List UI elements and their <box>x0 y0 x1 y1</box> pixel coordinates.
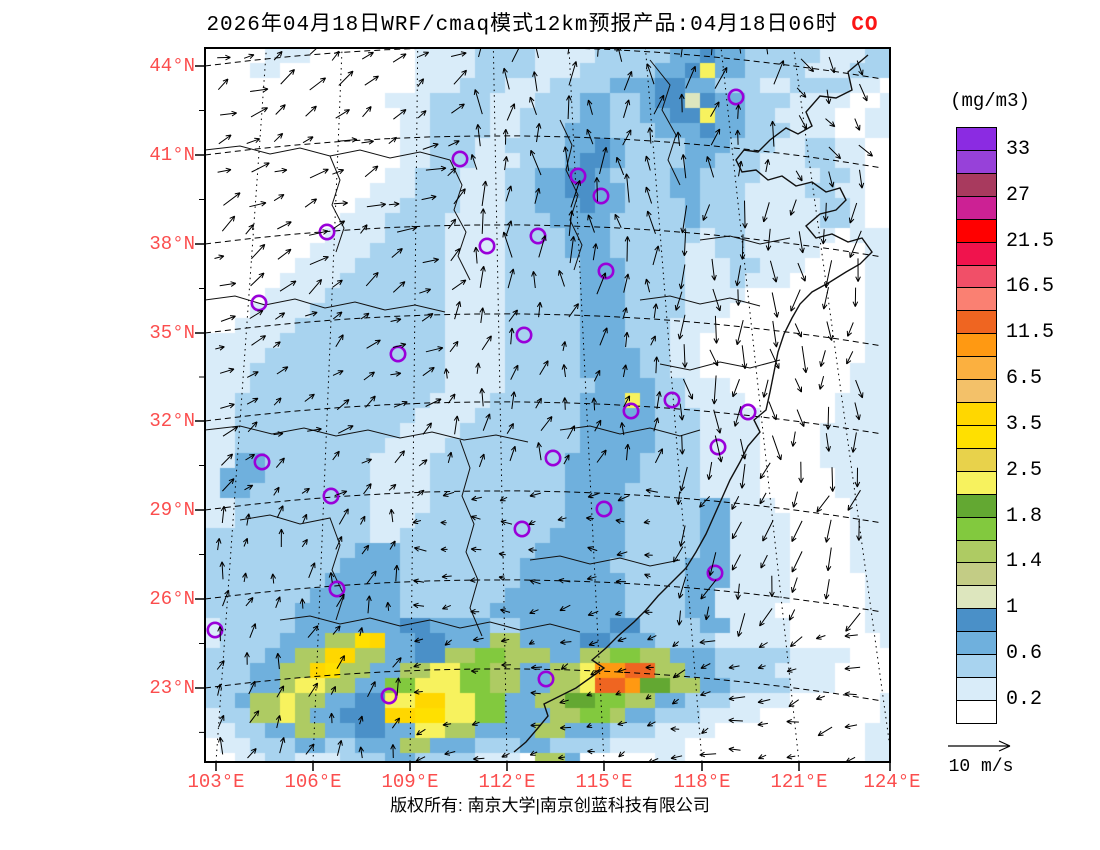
legend-box <box>956 310 997 335</box>
lon-label: 103°E <box>187 771 245 793</box>
lon-label: 106°E <box>284 771 342 793</box>
lat-label: 32°N <box>149 410 195 432</box>
copyright-text: 版权所有: 南京大学|南京创蓝科技有限公司 <box>390 796 710 815</box>
forecast-title-text: 2026年04月18日WRF/cmaq模式12km预报产品:04月18日06时 <box>206 14 838 37</box>
legend-box <box>956 516 997 541</box>
legend-box <box>956 424 997 449</box>
legend-box <box>956 654 997 679</box>
legend-value: 3.5 <box>1006 412 1043 436</box>
legend-value: 21.5 <box>1006 229 1055 253</box>
legend-box <box>956 241 997 266</box>
legend-box <box>956 700 997 724</box>
legend-value: 6.5 <box>1006 367 1043 391</box>
wind-scale-label: 10 m/s <box>948 757 1014 777</box>
legend-box <box>956 608 997 633</box>
legend-box <box>956 493 997 518</box>
legend-value: 1 <box>1006 596 1019 620</box>
legend-box <box>956 172 997 197</box>
legend-box <box>956 287 997 312</box>
species-label: CO <box>851 14 879 37</box>
lat-label: 26°N <box>149 588 195 610</box>
legend-box <box>956 562 997 587</box>
legend-value: 2.5 <box>1006 458 1043 482</box>
wind-scale-arrow <box>948 740 1011 752</box>
lon-label: 115°E <box>575 771 633 793</box>
legend-value: 0.6 <box>1006 642 1043 666</box>
lat-label: 29°N <box>149 499 195 521</box>
co-field-canvas <box>205 48 890 762</box>
legend-box <box>956 677 997 701</box>
lat-label: 41°N <box>149 144 195 166</box>
map-area <box>205 48 890 762</box>
legend-box <box>956 631 997 656</box>
lat-label: 44°N <box>149 55 195 77</box>
legend-box <box>956 356 997 381</box>
legend-box <box>956 402 997 426</box>
legend-box <box>956 195 997 220</box>
lon-label: 109°E <box>381 771 439 793</box>
legend-box <box>956 585 997 610</box>
legend-value: 11.5 <box>1006 321 1055 345</box>
page-title: 2026年04月18日WRF/cmaq模式12km预报产品:04月18日06时 … <box>0 7 1085 37</box>
lat-label: 38°N <box>149 233 195 255</box>
lon-label: 121°E <box>770 771 828 793</box>
lon-label: 112°E <box>478 771 536 793</box>
legend-box <box>956 447 997 472</box>
legend-value: 1.8 <box>1006 504 1043 528</box>
legend-value: 33 <box>1006 137 1031 161</box>
legend-box <box>956 218 997 243</box>
legend-box <box>956 149 997 174</box>
legend-box <box>956 379 997 404</box>
legend-value: 16.5 <box>1006 275 1055 299</box>
legend-box <box>956 333 997 358</box>
legend-box <box>956 539 997 564</box>
legend-title: (mg/m3) <box>950 90 1030 112</box>
lat-label: 35°N <box>149 322 195 344</box>
lon-label: 118°E <box>673 771 731 793</box>
legend-box <box>956 264 997 289</box>
legend-box <box>956 470 997 495</box>
lon-label: 124°E <box>863 771 921 793</box>
legend-value: 0.2 <box>1006 688 1043 711</box>
legend-value: 1.4 <box>1006 550 1043 574</box>
lat-label: 23°N <box>149 677 195 699</box>
legend-box <box>956 127 997 151</box>
legend-value: 27 <box>1006 183 1031 207</box>
